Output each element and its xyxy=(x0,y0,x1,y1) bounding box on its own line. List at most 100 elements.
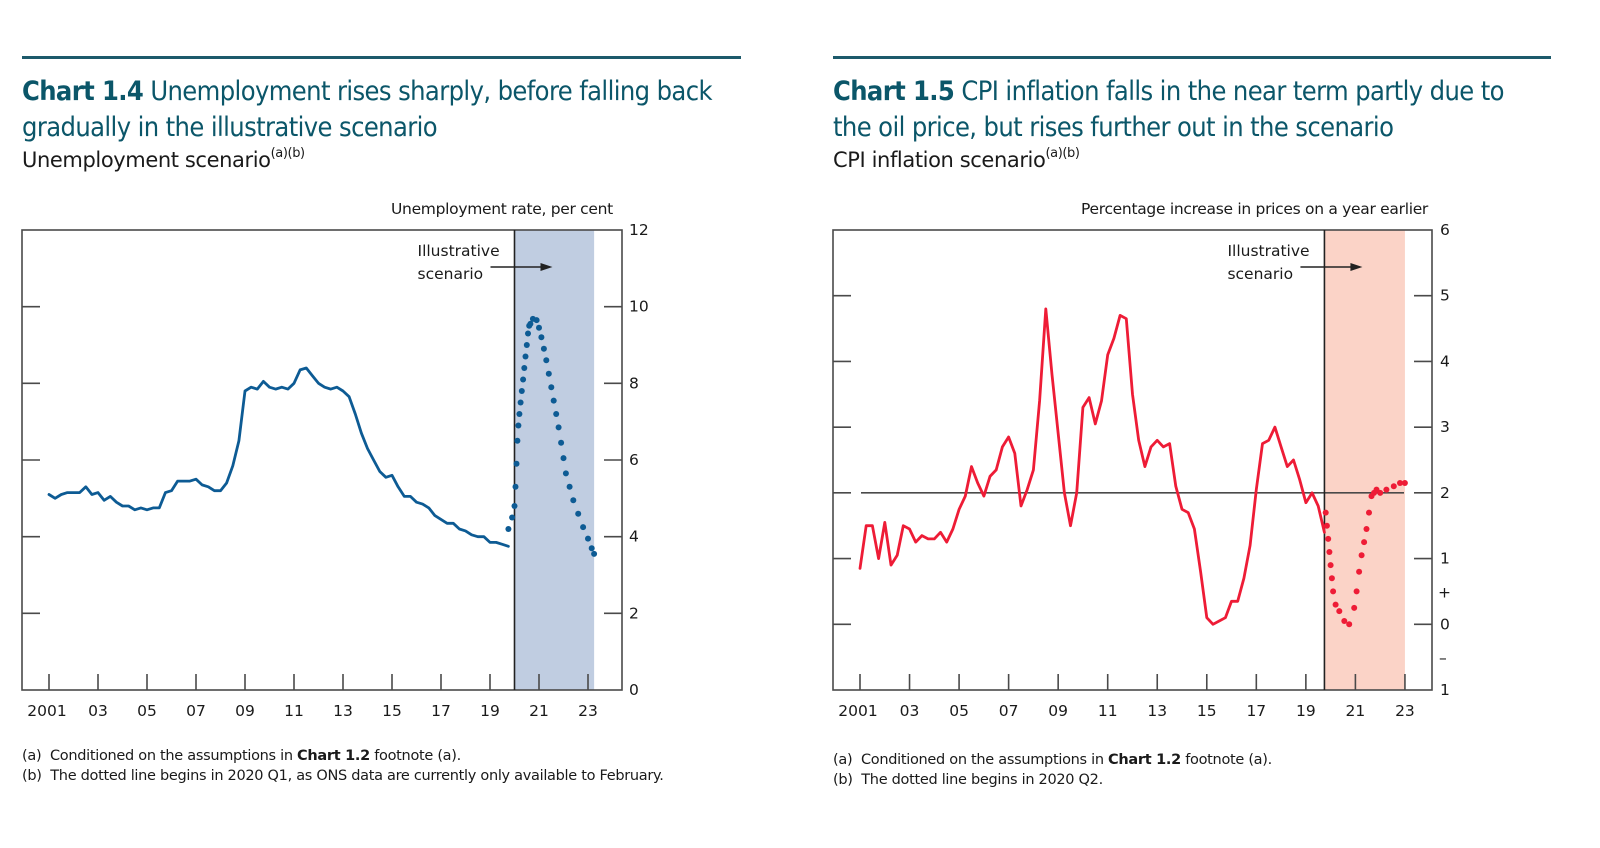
c14-y-tick-label: 2 xyxy=(629,604,639,622)
chart-1-4-footnote-b: (b) The dotted line begins in 2020 Q1, a… xyxy=(22,766,664,786)
chart-1-4-title: Chart 1.4 Unemployment rises sharply, be… xyxy=(22,74,762,146)
c14-scenario-point xyxy=(570,497,577,504)
c15-scenario-point xyxy=(1397,480,1403,486)
c14-x-tick-label: 03 xyxy=(88,702,108,720)
c14-scenario-point xyxy=(591,550,598,557)
c15-y-tick-label: 1 xyxy=(1440,550,1450,568)
c15-scenario-point xyxy=(1336,608,1343,615)
c15-scenario-point xyxy=(1401,480,1408,486)
c14-x-tick-label: 05 xyxy=(137,702,157,720)
footnote-marker: (b) xyxy=(22,768,42,784)
chart-1-4-unit-label: Unemployment rate, per cent xyxy=(391,200,613,218)
c15-scenario-point xyxy=(1325,535,1332,542)
c15-scenario-point xyxy=(1358,552,1365,559)
footnote-text: Conditioned on the assumptions in xyxy=(49,748,298,764)
c14-scenario-point xyxy=(560,455,567,462)
c15-y-tick-label: 2 xyxy=(1440,484,1450,502)
c14-scenario-point xyxy=(536,324,542,331)
footnote-bold-ref: Chart 1.2 xyxy=(1108,752,1181,768)
c15-y-tick-label: 5 xyxy=(1440,287,1450,305)
chart-1-5-title-text: CPI inflation falls in the near term par… xyxy=(961,76,1504,107)
c14-scenario-point xyxy=(509,514,516,521)
c14-scenario-point xyxy=(512,483,519,490)
c14-y-tick-label: 4 xyxy=(629,528,639,546)
footnote-text: The dotted line begins in 2020 Q1, as ON… xyxy=(50,768,664,784)
footnote-text-end: footnote (a). xyxy=(1180,752,1272,768)
chart-1-5-top-rule xyxy=(833,56,1551,59)
c15-series-outturn-line xyxy=(858,307,1326,626)
chart-1-4-title-line2: gradually in the illustrative scenario xyxy=(22,112,438,143)
c14-x-tick-label: 2001 xyxy=(27,702,66,720)
c14-annotation-arrow-head xyxy=(540,263,553,271)
c14-scenario-point xyxy=(575,510,582,517)
chart-1-4-subtitle: Unemployment scenario(a)(b) xyxy=(22,146,305,172)
c14-scenario-point xyxy=(505,526,512,532)
chart-1-4-number: Chart 1.4 xyxy=(22,76,144,107)
c14-x-tick-label: 19 xyxy=(480,702,500,720)
c15-scenario-point xyxy=(1330,588,1337,595)
c15-x-tick-label: 09 xyxy=(1048,702,1068,720)
chart-1-5-number: Chart 1.5 xyxy=(833,76,955,107)
c15-y-tick-label: 6 xyxy=(1440,221,1450,239)
chart-1-5-subtitle: CPI inflation scenario(a)(b) xyxy=(833,146,1080,172)
c15-x-tick-label: 03 xyxy=(900,702,920,720)
c15-scenario-point xyxy=(1327,562,1334,569)
c15-annotation-arrow-head xyxy=(1350,263,1363,271)
c15-scenario-point xyxy=(1356,568,1363,575)
c15-scenario-point xyxy=(1363,526,1370,532)
c14-scenario-point xyxy=(518,388,525,394)
chart-1-4-top-rule xyxy=(22,56,741,59)
c14-x-tick-label: 17 xyxy=(431,702,451,720)
c15-x-tick-label: 2001 xyxy=(838,702,877,720)
c14-scenario-point xyxy=(514,437,521,444)
c15-scenario-point xyxy=(1361,539,1368,546)
c14-scenario-point xyxy=(517,399,524,406)
chart-1-5-footnotes: (a) Conditioned on the assumptions in Ch… xyxy=(833,750,1272,790)
chart-1-5-subtitle-notes: (a)(b) xyxy=(1045,146,1080,161)
c15-y-tick-label: 1 xyxy=(1440,681,1450,699)
c15-scenario-point xyxy=(1346,621,1353,628)
footnote-marker: (b) xyxy=(833,772,853,788)
c15-annotation-line2: scenario xyxy=(1227,265,1293,283)
c14-scenario-point xyxy=(543,357,550,364)
c14-scenario-point xyxy=(522,353,529,360)
c14-scenario-point xyxy=(511,503,518,509)
c15-scenario-point xyxy=(1323,522,1330,529)
c14-scenario-point xyxy=(515,422,522,429)
chart-1-5-footnote-a: (a) Conditioned on the assumptions in Ch… xyxy=(833,750,1272,770)
c14-scenario-point xyxy=(580,524,587,531)
c14-scenario-point xyxy=(555,424,562,431)
footnote-text-end: footnote (a). xyxy=(369,748,461,764)
c14-scenario-point xyxy=(516,411,523,417)
chart-1-4-footnote-a: (a) Conditioned on the assumptions in Ch… xyxy=(22,746,664,766)
c14-scenario-point xyxy=(558,439,565,446)
chart-1-5-title: Chart 1.5 CPI inflation falls in the nea… xyxy=(833,74,1593,146)
c15-x-tick-label: 05 xyxy=(949,702,969,720)
chart-1-4-subtitle-text: Unemployment scenario xyxy=(22,148,271,172)
c14-scenario-point xyxy=(513,460,520,467)
chart-1-5-footnote-b: (b) The dotted line begins in 2020 Q2. xyxy=(833,770,1272,790)
c15-x-tick-label: 11 xyxy=(1098,702,1118,720)
c15-x-tick-label: 19 xyxy=(1296,702,1316,720)
chart-1-5-unit-label: Percentage increase in prices on a year … xyxy=(1081,200,1429,218)
c15-plus-sign: + xyxy=(1438,583,1451,601)
c15-scenario-point xyxy=(1353,588,1360,595)
c15-scenario-point xyxy=(1351,604,1358,611)
c15-x-tick-label: 21 xyxy=(1346,702,1366,720)
c14-x-tick-label: 13 xyxy=(333,702,353,720)
chart-1-5-title-line2: the oil price, but rises further out in … xyxy=(833,112,1394,143)
c15-x-tick-label: 23 xyxy=(1395,702,1415,720)
c14-scenario-point xyxy=(548,384,555,391)
c15-x-tick-label: 17 xyxy=(1246,702,1266,720)
c15-scenario-point xyxy=(1383,486,1390,493)
c14-scenario-point xyxy=(538,334,545,341)
c15-scenario-point xyxy=(1328,575,1335,582)
c14-scenario-point xyxy=(520,376,527,383)
c14-scenario-point xyxy=(521,365,528,371)
c15-x-tick-label: 13 xyxy=(1147,702,1167,720)
c14-scenario-point xyxy=(533,317,540,324)
chart-1-4-footnotes: (a) Conditioned on the assumptions in Ch… xyxy=(22,746,664,786)
c14-series-outturn-line xyxy=(47,366,510,548)
c15-y-tick-label: 4 xyxy=(1440,352,1450,370)
